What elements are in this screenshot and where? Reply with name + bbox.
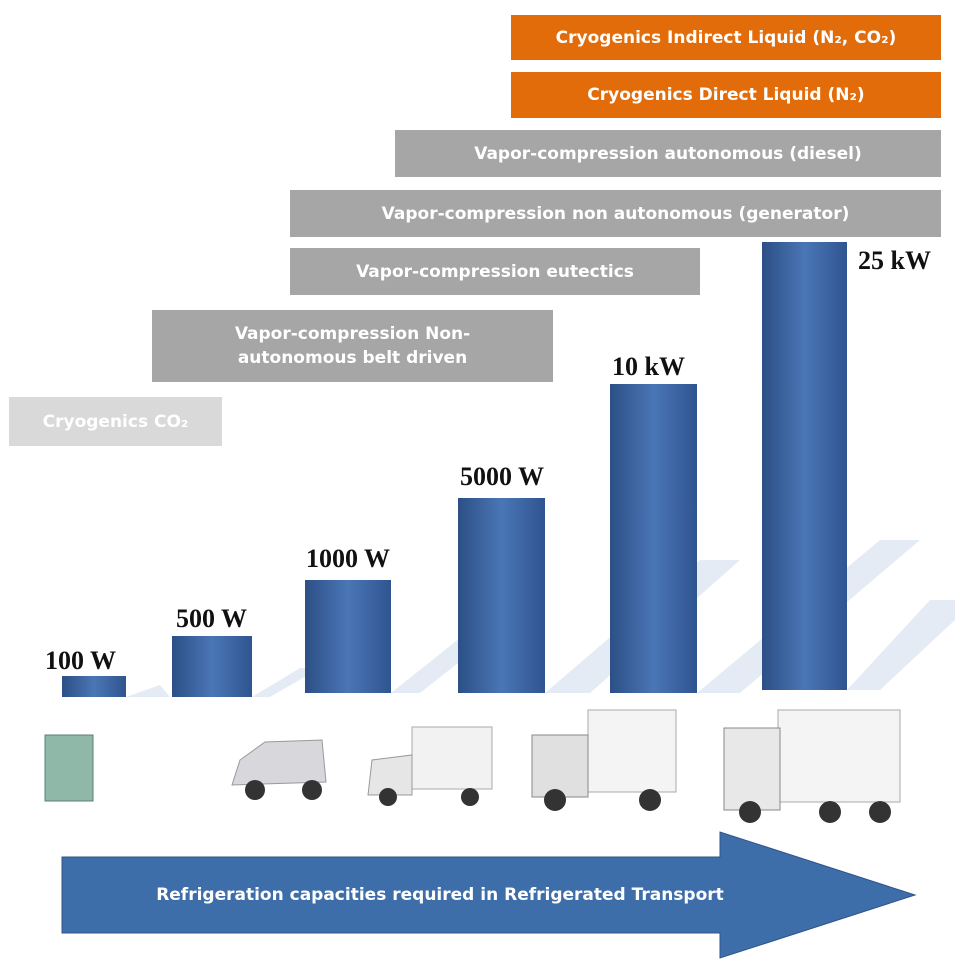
technology-box: Cryogenics Direct Liquid (N₂) [511,72,941,118]
capacity-label: 500 W [176,604,248,633]
technology-label: Vapor-compression eutectics [356,261,634,282]
capacity-label: 10 kW [612,352,685,381]
capacity-label: 5000 W [460,462,545,491]
technology-label: Cryogenics Direct Liquid (N₂) [587,85,865,105]
van-icon [231,739,327,800]
technology-box: Vapor-compression non autonomous (genera… [290,190,941,237]
technology-label: Cryogenics Indirect Liquid (N₂, CO₂) [555,27,897,48]
vehicles [44,709,901,823]
technology-box: Vapor-compression Non-autonomous belt dr… [152,310,553,382]
technology-label: Vapor-compression autonomous (diesel) [474,143,862,164]
arrow [61,831,917,959]
bar [458,498,545,693]
technology-label: Vapor-compression Non- [234,324,471,344]
capacity-label: 1000 W [306,544,391,573]
capacity-label: 25 kW [858,246,931,275]
technology-box: Cryogenics CO₂ [9,397,222,446]
bar [610,384,697,693]
truck-large-icon [723,709,901,823]
bar [762,242,847,690]
fridge-icon [44,734,94,802]
truck-small-icon [367,726,493,806]
bars [62,242,847,697]
arrow-label: Refrigeration capacities required in Ref… [156,885,724,905]
bar [172,636,252,697]
technology-label: autonomous belt driven [237,348,468,368]
technology-box: Vapor-compression autonomous (diesel) [395,130,941,177]
bar [62,676,126,697]
capacity-label: 100 W [45,646,117,675]
technology-box: Vapor-compression eutectics [290,248,700,295]
technology-box: Cryogenics Indirect Liquid (N₂, CO₂) [511,15,941,60]
bar [305,580,391,693]
technology-label: Vapor-compression non autonomous (genera… [381,203,850,224]
technology-label: Cryogenics CO₂ [42,411,189,432]
truck-medium-icon [531,709,677,811]
